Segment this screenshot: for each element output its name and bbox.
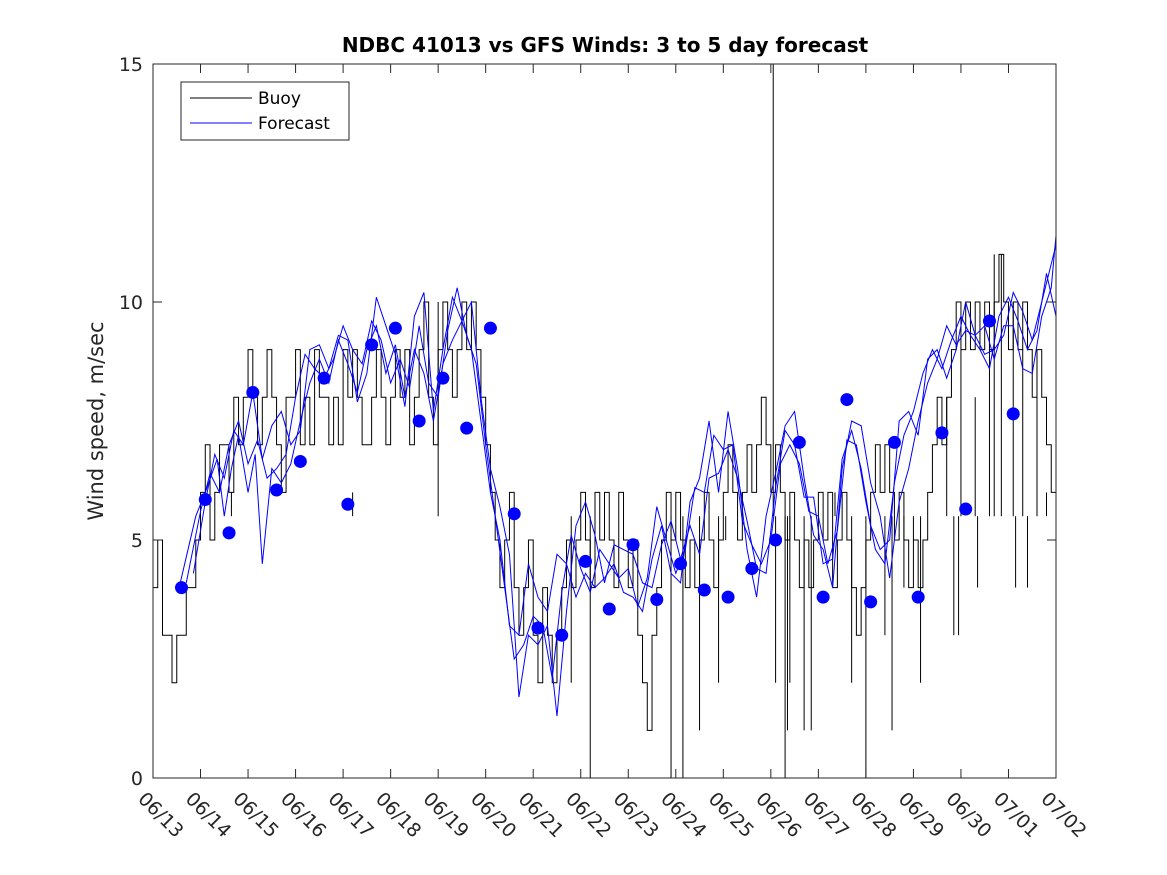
daily-marker xyxy=(578,554,592,568)
daily-marker xyxy=(507,507,521,521)
daily-marker xyxy=(745,562,759,576)
legend: Buoy Forecast xyxy=(180,81,350,141)
daily-marker xyxy=(555,628,569,642)
daily-marker xyxy=(982,314,996,328)
daily-marker xyxy=(222,526,236,540)
daily-marker xyxy=(674,557,688,571)
y-tick-label: 15 xyxy=(119,54,143,76)
plot-area xyxy=(153,64,1056,778)
daily-marker xyxy=(1006,407,1020,421)
daily-marker xyxy=(697,583,711,597)
daily-marker xyxy=(270,483,284,497)
daily-marker xyxy=(365,338,379,352)
legend-box xyxy=(180,81,350,141)
daily-marker xyxy=(341,497,355,511)
daily-marker xyxy=(864,595,878,609)
daily-marker xyxy=(175,581,189,595)
daily-marker xyxy=(816,590,830,604)
y-tick-label: 5 xyxy=(131,530,143,552)
daily-marker xyxy=(792,435,806,449)
forecast-series-line xyxy=(178,244,1057,637)
legend-label-forecast: Forecast xyxy=(258,114,330,134)
y-axis-ticks: 0 5 10 15 xyxy=(119,54,1056,790)
buoy-series-line xyxy=(153,253,1057,731)
legend-label-buoy: Buoy xyxy=(258,89,301,109)
daily-marker xyxy=(412,414,426,428)
daily-marker xyxy=(198,493,212,507)
daily-marker xyxy=(935,426,949,440)
daily-marker xyxy=(911,590,925,604)
forecast-series-line xyxy=(185,273,1057,679)
y-axis-label: Wind speed, m/sec xyxy=(84,321,108,520)
daily-marker xyxy=(721,590,735,604)
daily-marker xyxy=(840,393,854,407)
daily-marker xyxy=(531,621,545,635)
daily-marker xyxy=(436,371,450,385)
axes-box xyxy=(152,63,1057,779)
plot-content xyxy=(153,64,1057,778)
y-tick-label: 0 xyxy=(131,768,143,790)
daily-marker xyxy=(769,533,783,547)
daily-marker xyxy=(483,321,497,335)
daily-marker xyxy=(460,421,474,435)
daily-marker xyxy=(626,538,640,552)
daily-marker xyxy=(317,371,331,385)
daily-marker xyxy=(293,454,307,468)
forecast-series-line xyxy=(192,235,1057,717)
daily-marker xyxy=(246,385,260,399)
daily-marker xyxy=(650,593,664,606)
daily-marker xyxy=(388,321,402,335)
daily-marker xyxy=(887,435,901,449)
chart-title: NDBC 41013 vs GFS Winds: 3 to 5 day fore… xyxy=(342,33,869,57)
daily-marker xyxy=(959,502,973,516)
y-tick-label: 10 xyxy=(119,292,143,314)
daily-marker xyxy=(602,602,616,616)
